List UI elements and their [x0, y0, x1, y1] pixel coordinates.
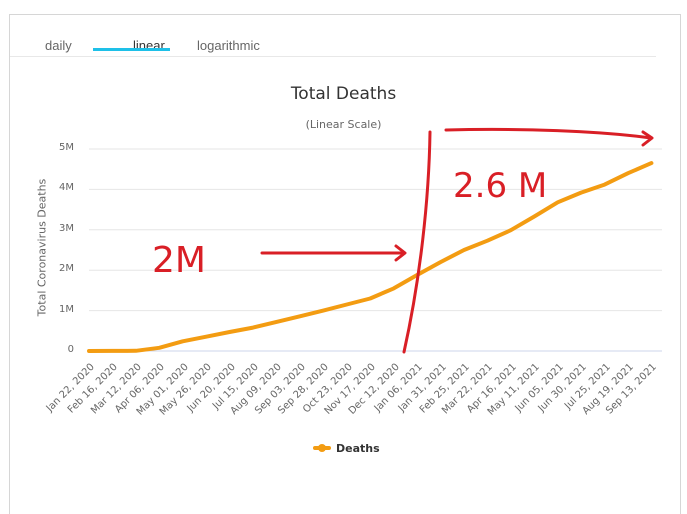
- y-tick-label: 3M: [59, 222, 74, 234]
- chart-title: Total Deaths: [290, 84, 397, 104]
- tab-logarithmic[interactable]: logarithmic: [197, 38, 260, 53]
- annotation-2m-label: 2M: [152, 240, 206, 281]
- deaths-series-line[interactable]: [87, 161, 654, 353]
- y-tick-label: 0: [67, 344, 74, 355]
- annotation-vertical-line: [402, 130, 432, 354]
- legend-item-deaths[interactable]: Deaths: [313, 440, 380, 456]
- y-tick-label: 2M: [59, 263, 74, 275]
- plot-area: 2M 2.6 M: [87, 127, 662, 354]
- active-tab-indicator: [93, 48, 170, 51]
- legend-label: Deaths: [336, 441, 380, 455]
- annotation-2-6m-arrow: [444, 127, 653, 140]
- legend-line-marker-icon: [313, 442, 331, 454]
- chart-panel: [9, 14, 681, 514]
- y-tick-label: 4M: [59, 182, 74, 194]
- y-tick-label: 5M: [59, 142, 74, 153]
- scale-tabs: daily linear logarithmic: [10, 20, 656, 57]
- annotation-2-6m-arrowhead-icon: [641, 130, 654, 147]
- tab-daily[interactable]: daily: [45, 38, 72, 53]
- chart-subtitle: (Linear Scale): [305, 118, 382, 131]
- annotation-2m-arrowhead-icon: [394, 244, 407, 262]
- annotation-2-6m-label: 2.6 M: [453, 166, 547, 206]
- y-tick-label: 1M: [59, 303, 74, 315]
